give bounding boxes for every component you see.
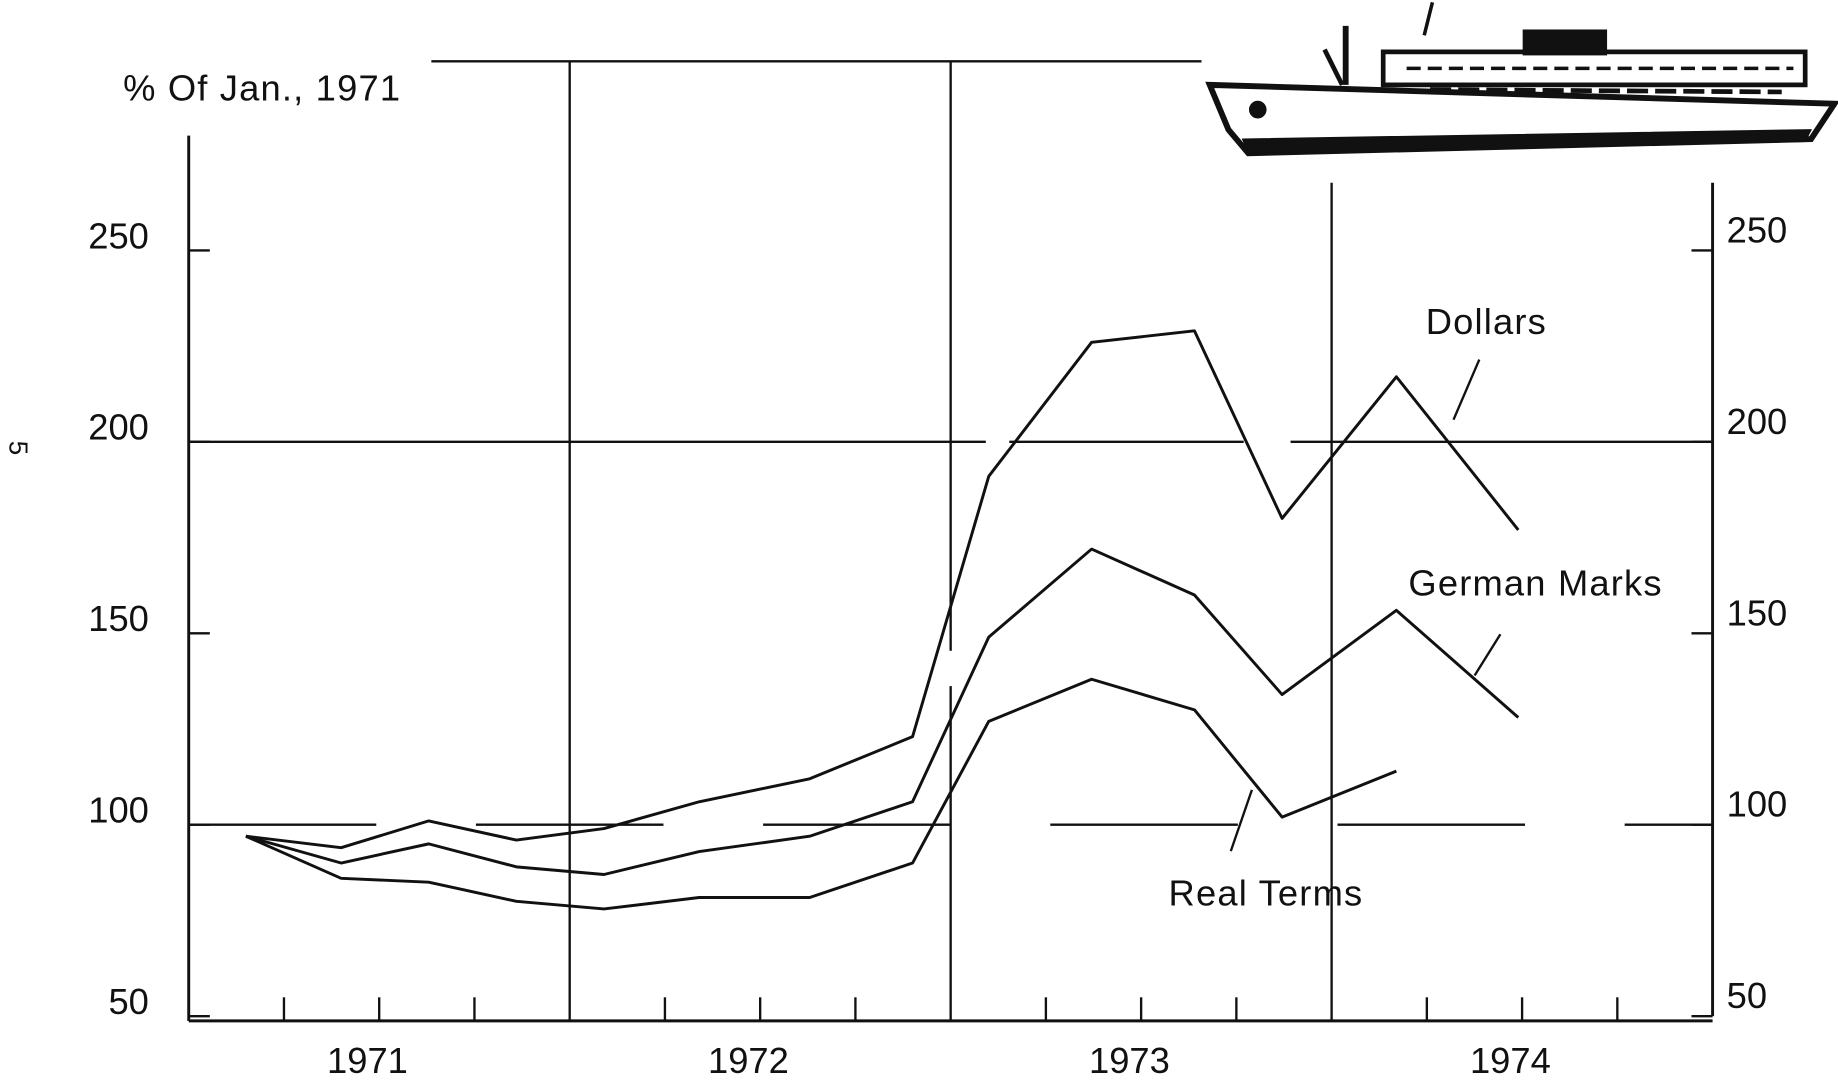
x-tick-label: 1973	[1089, 1040, 1170, 1081]
line-series	[245, 547, 1520, 876]
y2-tick-label: 50	[1727, 975, 1767, 1016]
x-tick-label: 1971	[327, 1040, 408, 1081]
y2-tick-label: 200	[1727, 401, 1788, 442]
annotation-arrows	[1229, 359, 1502, 852]
series-label: German Marks	[1408, 562, 1662, 603]
page-number: 5	[4, 441, 32, 455]
y-tick-label: 200	[88, 407, 149, 448]
y2-tick-label: 100	[1727, 784, 1788, 825]
y-tick-label: 150	[88, 598, 149, 639]
series-label: Dollars	[1426, 301, 1547, 342]
y2-tick-label: 150	[1727, 592, 1788, 633]
series-label: Real Terms	[1169, 872, 1364, 913]
line-series	[245, 677, 1397, 911]
y-tick-label: 250	[88, 215, 149, 256]
y2-tick-label: 250	[1727, 209, 1788, 250]
ship-illustration	[1205, 1, 1838, 157]
y-tick-label: 50	[108, 981, 148, 1022]
line-series	[245, 329, 1520, 850]
y-tick-label: 100	[88, 790, 149, 831]
y-axis-label: % Of Jan., 1971	[123, 67, 401, 108]
x-tick-label: 1972	[708, 1040, 789, 1081]
x-tick-label: 1974	[1470, 1040, 1551, 1081]
